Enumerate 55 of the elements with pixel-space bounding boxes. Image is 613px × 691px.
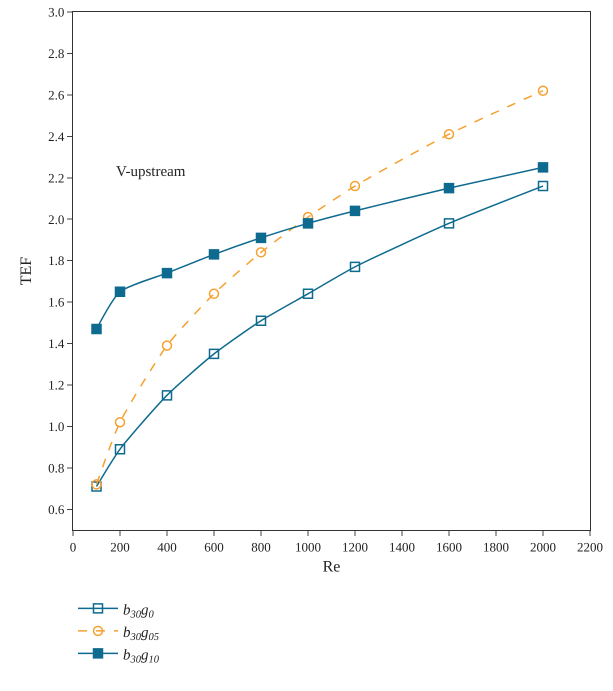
y-tick-label: 1.6: [48, 294, 65, 310]
y-tick-label: 1.4: [48, 336, 65, 352]
point: [91, 324, 102, 334]
y-tick-label: 0.8: [48, 460, 64, 476]
y-tick-label: 2.6: [48, 87, 65, 102]
point: [114, 286, 126, 297]
point: [444, 129, 454, 140]
y-tick-label: 0.6: [48, 502, 65, 517]
point: [350, 180, 360, 192]
y-tick-label: 2.0: [48, 212, 64, 227]
y-tick-label: 2.8: [48, 46, 64, 61]
x-tick-label: 0: [70, 540, 76, 555]
legend-label: b$_{30}$g$_{05}$: [123, 624, 159, 643]
point: [444, 182, 454, 194]
y-tick-label: 1.0: [48, 418, 64, 434]
x-tick-label: 600: [204, 540, 224, 555]
legend-label: b$_{30}$g$_{0}$: [123, 602, 154, 620]
annotation: V-upstream: [116, 164, 186, 180]
x-tick-label: 400: [157, 540, 177, 555]
legend-label: b$_{30}$g$_{10}$: [123, 647, 160, 666]
point: [538, 180, 548, 192]
y-axis-title: TEF: [18, 256, 35, 286]
point: [208, 249, 220, 260]
y-tick-label: 2.4: [48, 128, 65, 144]
point: [538, 162, 548, 173]
point: [302, 218, 314, 229]
x-tick-label: 1600: [436, 540, 462, 555]
x-tick-label: 1000: [295, 540, 321, 555]
x-tick-label: 2200: [577, 540, 603, 555]
x-tick-label: 800: [251, 540, 271, 555]
x-axis-title: Re: [322, 558, 340, 576]
x-tick-label: 1800: [483, 540, 509, 555]
point: [208, 288, 220, 300]
x-tick-label: 2000: [530, 540, 556, 555]
x-tick-label: 1200: [342, 540, 368, 555]
point: [114, 417, 126, 428]
y-tick-label: 1.8: [48, 253, 64, 268]
point: [256, 247, 266, 258]
point: [208, 348, 220, 360]
point: [444, 218, 454, 229]
point: [256, 232, 266, 244]
point: [162, 268, 172, 278]
point: [256, 315, 266, 326]
point: [162, 340, 172, 351]
y-tick-label: 1.2: [48, 378, 64, 393]
point: [350, 206, 360, 216]
point: [350, 262, 360, 272]
point: [302, 288, 314, 300]
y-tick-label: 2.2: [48, 170, 64, 186]
x-tick-label: 200: [110, 540, 130, 555]
point: [114, 444, 126, 454]
y-tick-label: 3.0: [48, 4, 64, 20]
point: [538, 85, 548, 96]
point: [162, 390, 172, 401]
x-tick-label: 1400: [389, 540, 415, 555]
